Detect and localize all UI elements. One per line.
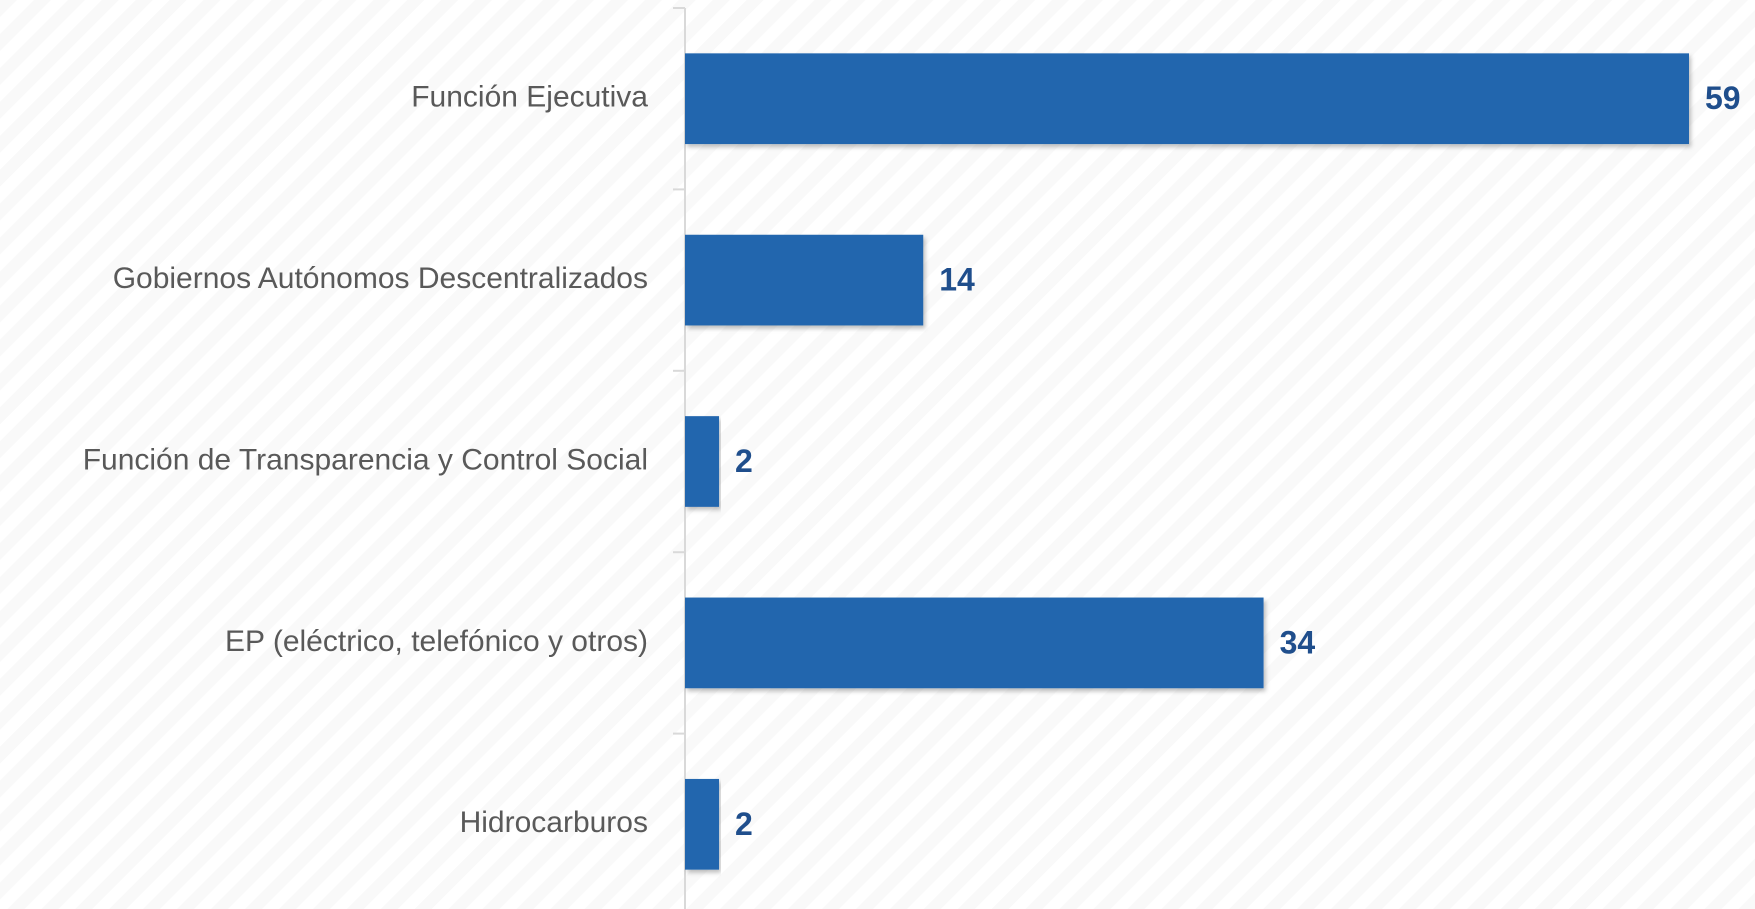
value-label: 2	[735, 806, 753, 842]
value-label: 14	[939, 262, 975, 298]
bar	[685, 778, 720, 870]
value-label: 59	[1705, 80, 1741, 116]
category-label: EP (eléctrico, telefónico y otros)	[225, 625, 648, 658]
value-label: 2	[735, 443, 753, 479]
bar	[685, 597, 1264, 689]
bar	[685, 416, 720, 507]
category-label: Gobiernos Autónomos Descentralizados	[113, 262, 648, 295]
category-label: Función de Transparencia y Control Socia…	[83, 443, 648, 476]
bar	[685, 53, 1689, 145]
category-label: Hidrocarburos	[460, 806, 648, 839]
category-label: Función Ejecutiva	[411, 81, 648, 114]
value-label: 34	[1280, 624, 1316, 660]
bar	[685, 234, 924, 326]
